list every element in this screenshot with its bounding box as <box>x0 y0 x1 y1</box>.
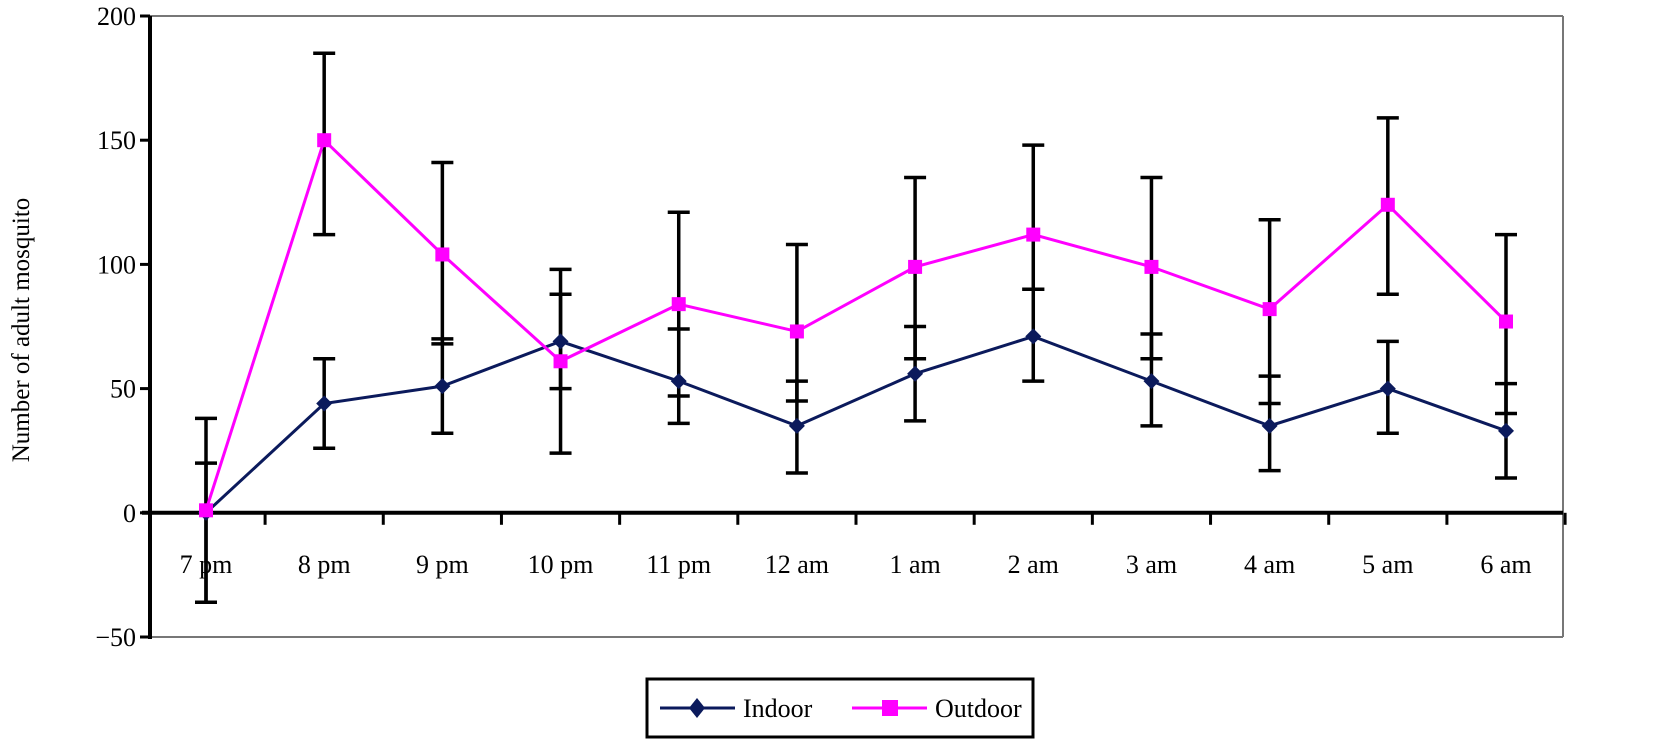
marker-outdoor <box>1144 259 1159 274</box>
y-tick-label: 50 <box>110 375 136 404</box>
line-indoor <box>204 334 1507 514</box>
legend-label-outdoor: Outdoor <box>935 694 1022 723</box>
legend-marker-square-icon <box>882 700 898 716</box>
x-tick-label: 12 am <box>765 550 829 579</box>
x-tick-label: 9 pm <box>416 550 469 579</box>
x-tick-label: 1 am <box>889 550 940 579</box>
marker-indoor <box>670 373 687 390</box>
y-tick-label: 100 <box>97 250 136 279</box>
marker-indoor <box>316 395 333 412</box>
series-lines <box>204 137 1508 514</box>
legend-label-indoor: Indoor <box>743 694 813 723</box>
marker-indoor <box>1498 422 1514 439</box>
x-tick-label: 11 pm <box>646 550 711 579</box>
y-tick-label: 0 <box>123 499 136 528</box>
marker-outdoor <box>1499 314 1513 329</box>
marker-indoor <box>1143 373 1160 390</box>
marker-outdoor <box>1380 197 1395 212</box>
plot-frame <box>142 15 1564 639</box>
marker-outdoor <box>199 503 213 518</box>
marker-outdoor <box>1026 227 1041 242</box>
legend-box <box>645 677 1035 739</box>
x-tick-label: 3 am <box>1126 550 1177 579</box>
x-axis: 7 pm 8 pm 9 pm 10 pm 11 pm 12 am 1 am 2 am 3 am 4… <box>180 512 1567 579</box>
x-tick-label: 4 am <box>1244 550 1295 579</box>
x-tick-label: 5 am <box>1362 550 1413 579</box>
marker-indoor <box>1379 380 1396 397</box>
y-axis: 200 150 100 50 0 −50 <box>95 2 150 652</box>
marker-outdoor <box>435 247 450 262</box>
x-tick-label: 6 am <box>1480 550 1531 579</box>
legend-marker-diamond-icon <box>689 698 705 718</box>
marker-indoor <box>788 417 805 434</box>
y-tick-label: 150 <box>97 126 136 155</box>
marker-indoor <box>1025 328 1042 345</box>
marker-indoor <box>907 365 924 382</box>
marker-outdoor <box>1262 302 1277 317</box>
x-tick-label: 2 am <box>1008 550 1059 579</box>
y-axis-title: Number of adult mosquito <box>8 198 35 463</box>
marker-outdoor <box>671 297 686 312</box>
marker-indoor <box>434 378 451 395</box>
marker-indoor <box>1261 417 1278 434</box>
series-markers <box>198 133 1514 521</box>
marker-indoor <box>552 333 569 350</box>
marker-outdoor <box>553 354 568 369</box>
marker-outdoor <box>789 324 804 339</box>
y-tick-label: 200 <box>97 2 136 31</box>
y-tick-label: −50 <box>95 623 136 652</box>
marker-outdoor <box>317 133 332 148</box>
legend: Indoor Outdoor <box>645 677 1035 739</box>
x-tick-label: 8 pm <box>298 550 351 579</box>
line-outdoor <box>204 137 1508 511</box>
marker-outdoor <box>908 259 923 274</box>
x-tick-label: 10 pm <box>528 550 594 579</box>
